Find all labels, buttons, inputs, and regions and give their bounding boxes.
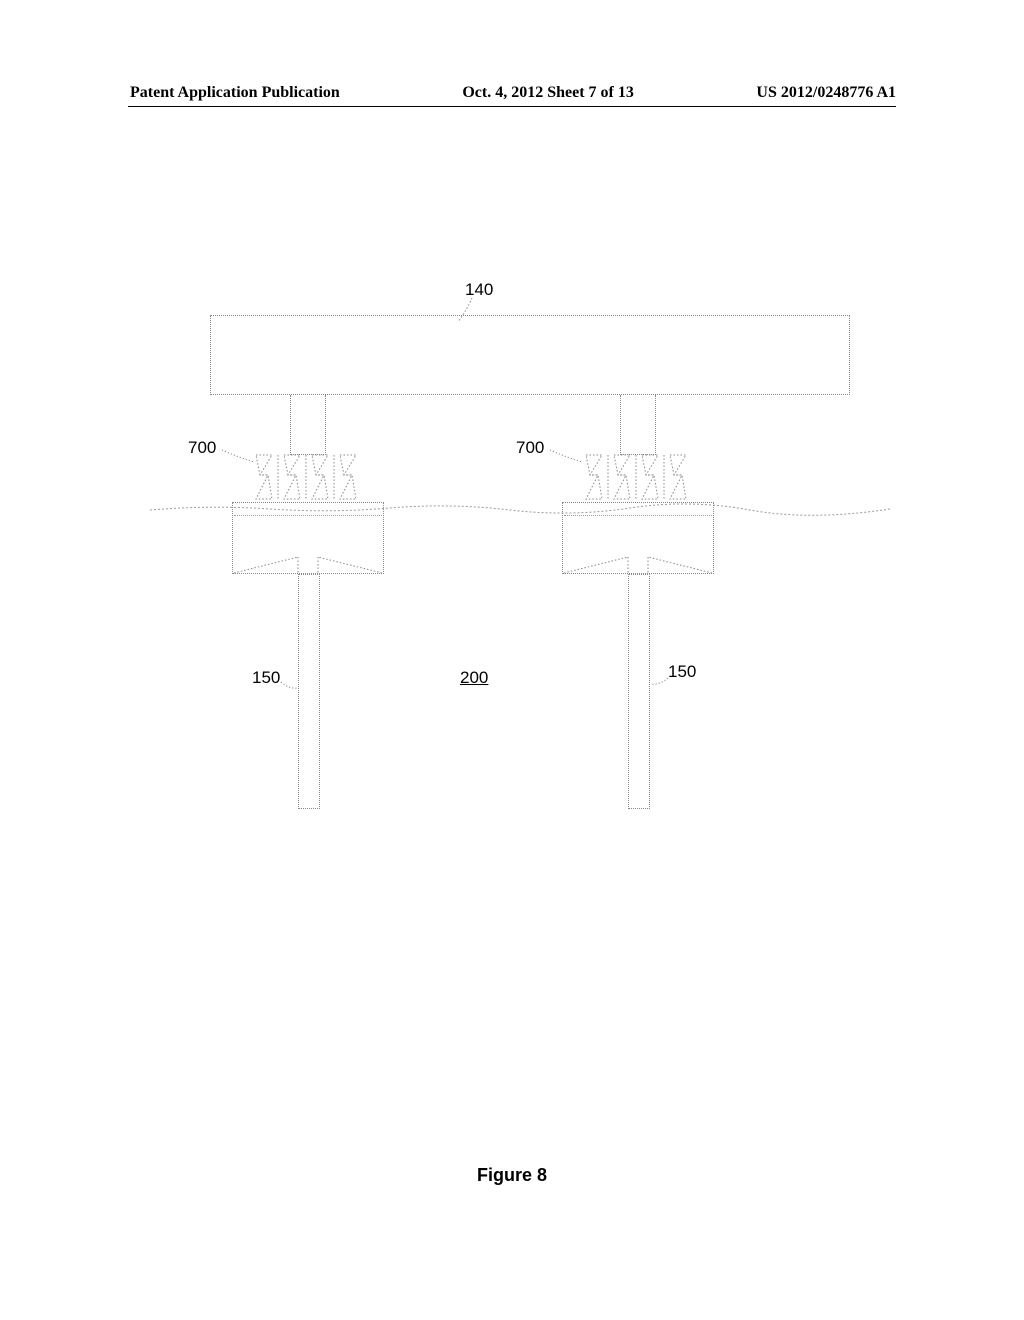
leader-700-right xyxy=(548,448,588,466)
leader-150-left xyxy=(280,680,302,694)
top-beam xyxy=(210,315,850,395)
right-stub xyxy=(620,395,656,455)
right-damper-assembly xyxy=(580,453,700,505)
right-pile xyxy=(628,574,650,809)
label-150-right: 150 xyxy=(668,662,696,682)
header-right: US 2012/0248776 A1 xyxy=(756,84,896,102)
diagram: 700 700 150 150 200 xyxy=(190,290,870,830)
label-150-left: 150 xyxy=(252,668,280,688)
left-damper-assembly xyxy=(250,453,370,505)
leader-700-left xyxy=(220,448,260,466)
left-float-inner-line xyxy=(234,515,382,516)
label-200: 200 xyxy=(460,668,488,688)
page-header: Patent Application Publication Oct. 4, 2… xyxy=(0,84,1024,102)
right-float-inner-line xyxy=(564,515,712,516)
label-700-left: 700 xyxy=(188,438,216,458)
figure-caption: Figure 8 xyxy=(0,1165,1024,1186)
leader-150-right xyxy=(650,676,672,690)
header-center: Oct. 4, 2012 Sheet 7 of 13 xyxy=(462,84,634,102)
header-left: Patent Application Publication xyxy=(130,84,340,102)
label-700-right: 700 xyxy=(516,438,544,458)
header-rule xyxy=(128,106,896,107)
left-stub xyxy=(290,395,326,455)
